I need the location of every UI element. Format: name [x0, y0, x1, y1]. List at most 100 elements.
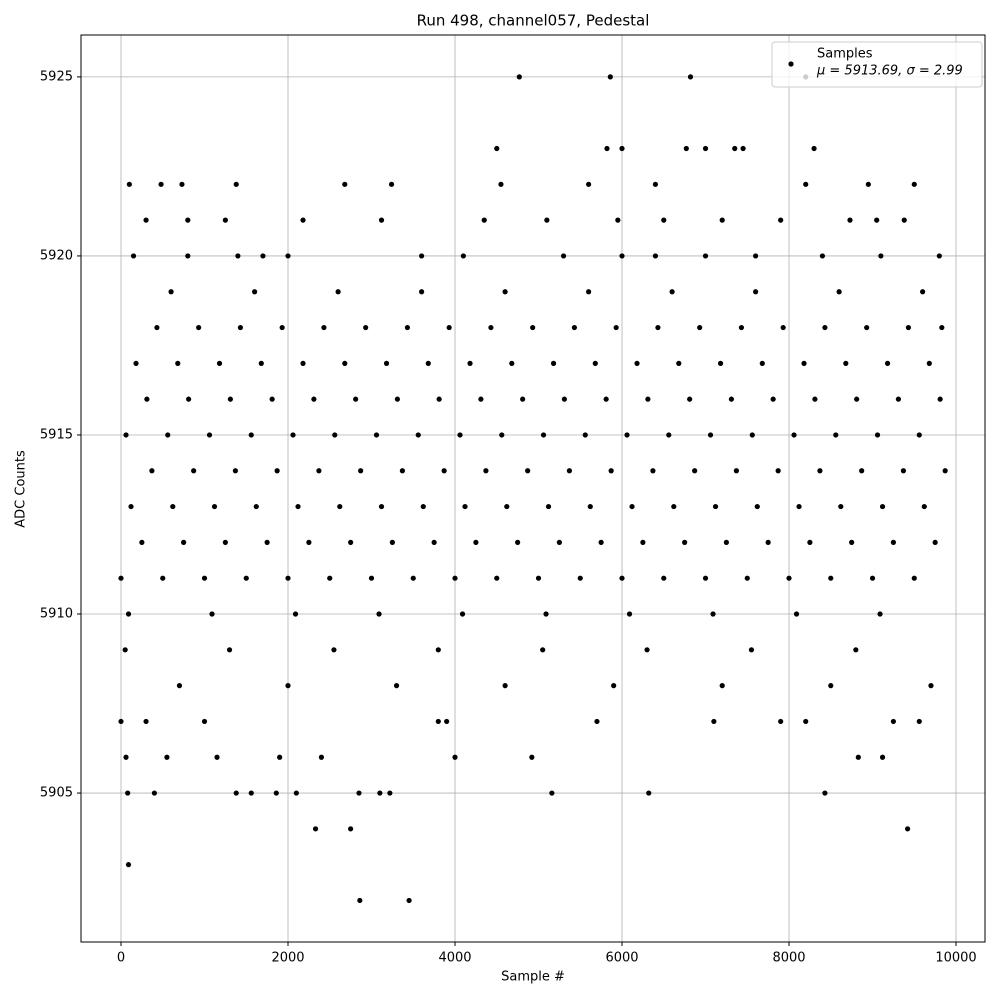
point [877, 611, 883, 617]
point [608, 468, 614, 474]
x-axis-label: Sample # [501, 970, 565, 985]
point [419, 289, 425, 295]
point [118, 718, 124, 725]
y-tick-label: 5915 [40, 427, 73, 442]
point [452, 754, 458, 760]
point [928, 683, 934, 689]
y-tick-label: 5910 [40, 607, 73, 622]
point [488, 324, 494, 331]
x-tick-label: 0 [117, 951, 125, 966]
point [865, 181, 871, 187]
point [337, 503, 343, 510]
point [457, 432, 463, 438]
point [452, 575, 458, 581]
point [864, 324, 870, 331]
point [682, 539, 688, 545]
point [368, 575, 375, 581]
point [723, 539, 729, 545]
point [611, 683, 617, 689]
point [543, 611, 549, 617]
point [921, 503, 927, 510]
point [702, 145, 709, 152]
point [441, 468, 447, 474]
point [520, 396, 526, 402]
point [248, 790, 254, 796]
point [181, 539, 187, 545]
point [869, 575, 876, 581]
point [719, 683, 725, 689]
point [425, 360, 431, 366]
point [560, 253, 567, 259]
point [640, 539, 646, 545]
y-tick-label: 5920 [40, 248, 73, 263]
point [358, 468, 364, 474]
point [222, 217, 228, 223]
point [232, 468, 238, 474]
point [143, 217, 149, 223]
point [624, 432, 630, 438]
x-tick-label: 2000 [271, 951, 304, 966]
point [446, 324, 452, 331]
point [295, 503, 301, 510]
point [373, 432, 380, 438]
point [803, 181, 809, 187]
point [530, 324, 536, 331]
point [895, 396, 902, 402]
point [711, 718, 717, 725]
point [801, 360, 807, 366]
point [843, 360, 849, 366]
point [209, 611, 215, 617]
point [594, 718, 600, 725]
point [587, 503, 593, 510]
point [545, 503, 552, 510]
point [133, 360, 139, 366]
point [376, 611, 382, 617]
point [900, 468, 907, 474]
point [321, 324, 327, 331]
point [817, 468, 823, 474]
point [650, 468, 656, 474]
point [803, 718, 809, 725]
point [165, 432, 171, 438]
point [778, 217, 784, 223]
point [687, 74, 694, 80]
point [170, 503, 176, 510]
point [646, 790, 652, 796]
point [920, 289, 926, 295]
point [293, 790, 299, 796]
point [393, 683, 400, 689]
point [702, 575, 709, 581]
point [176, 683, 183, 689]
point [786, 575, 792, 581]
point [168, 289, 174, 295]
point [316, 468, 322, 474]
point [383, 360, 390, 366]
point [619, 145, 625, 152]
point [666, 432, 672, 438]
point [828, 575, 834, 581]
point [836, 289, 842, 295]
point [535, 575, 542, 581]
point [759, 360, 765, 366]
point [853, 647, 859, 653]
point [683, 145, 689, 152]
point [874, 217, 880, 223]
point [233, 790, 239, 796]
point [387, 790, 393, 796]
point [179, 181, 185, 187]
point [540, 432, 547, 438]
point [615, 217, 621, 223]
point [525, 468, 531, 474]
point [504, 503, 510, 510]
point [431, 539, 437, 545]
point [854, 396, 860, 402]
point [312, 826, 319, 832]
point [253, 503, 259, 510]
point [926, 360, 932, 366]
point [415, 432, 421, 438]
point [748, 647, 755, 653]
point [717, 360, 724, 366]
point [118, 575, 124, 581]
point [901, 217, 907, 223]
